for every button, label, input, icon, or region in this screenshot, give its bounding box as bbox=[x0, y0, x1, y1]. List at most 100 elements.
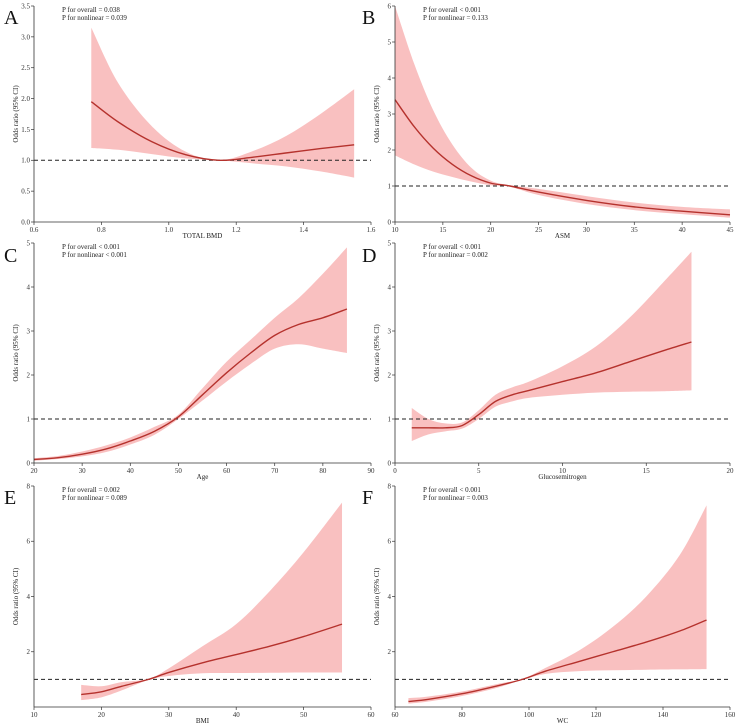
y-tick-label: 8 bbox=[27, 482, 31, 490]
x-tick-label: 1.2 bbox=[232, 226, 241, 234]
panel-letter: A bbox=[4, 7, 19, 29]
panel-letter: D bbox=[362, 245, 376, 267]
y-tick-label: 2 bbox=[388, 146, 392, 154]
y-tick-label: 3.5 bbox=[21, 2, 30, 10]
p-value-annotation: P for nonlinear = 0.003 bbox=[423, 494, 488, 502]
x-tick-label: 40 bbox=[127, 467, 135, 475]
or-curve bbox=[90, 101, 355, 162]
y-tick-label: 6 bbox=[388, 538, 392, 546]
p-value-annotation: P for overall < 0.001 bbox=[423, 6, 481, 14]
p-value-annotation: P for overall < 0.001 bbox=[423, 486, 481, 494]
y-tick-label: 0.0 bbox=[21, 218, 30, 226]
y-tick-label: 1.0 bbox=[21, 157, 30, 165]
p-value-annotation: P for nonlinear = 0.133 bbox=[423, 14, 488, 22]
or-curve bbox=[394, 99, 731, 216]
x-axis-title: BMI bbox=[196, 717, 210, 723]
x-tick-label: 15 bbox=[439, 226, 447, 234]
panel-letter: C bbox=[4, 245, 17, 267]
y-tick-label: 5 bbox=[27, 239, 31, 247]
y-axis-title: Odds ratio (95% CI) bbox=[12, 567, 20, 625]
panel-letter: E bbox=[4, 487, 16, 509]
x-tick-label: 0.6 bbox=[30, 226, 39, 234]
x-axis-title: Age bbox=[197, 473, 209, 481]
x-tick-label: 90 bbox=[368, 467, 376, 475]
y-tick-label: 2.5 bbox=[21, 64, 30, 72]
y-tick-label: 2.0 bbox=[21, 95, 30, 103]
y-tick-label: 4 bbox=[388, 74, 392, 82]
y-tick-label: 2 bbox=[27, 371, 31, 379]
or-curve bbox=[411, 341, 692, 429]
x-tick-label: 30 bbox=[165, 711, 173, 719]
y-tick-label: 2 bbox=[388, 648, 392, 656]
x-tick-label: 1.0 bbox=[164, 226, 173, 234]
panel-f: F 60 80 100 120 140 160 2 4 6 8 WC Odds ratio (95% C… bbox=[362, 482, 736, 723]
y-tick-label: 1 bbox=[388, 182, 392, 190]
y-tick-label: 6 bbox=[27, 538, 31, 546]
y-tick-label: 4 bbox=[388, 283, 392, 291]
x-tick-label: 1.4 bbox=[299, 226, 308, 234]
x-tick-label: 40 bbox=[233, 711, 241, 719]
y-axis-title: Odds ratio (95% CI) bbox=[12, 85, 20, 143]
x-tick-label: 120 bbox=[591, 711, 602, 719]
x-tick-label: 20 bbox=[31, 467, 39, 475]
y-tick-label: 1 bbox=[27, 415, 31, 423]
y-tick-label: 0 bbox=[27, 459, 31, 467]
y-tick-label: 3.0 bbox=[21, 33, 30, 41]
y-axis-title: Odds ratio (95% CI) bbox=[373, 85, 381, 143]
x-tick-label: 0 bbox=[393, 467, 397, 475]
p-value-annotation: P for overall < 0.001 bbox=[423, 243, 481, 251]
x-tick-label: 160 bbox=[725, 711, 736, 719]
x-tick-label: 20 bbox=[727, 467, 735, 475]
x-tick-label: 80 bbox=[319, 467, 327, 475]
y-tick-label: 5 bbox=[388, 38, 392, 46]
confidence-band bbox=[81, 502, 343, 701]
y-tick-label: 6 bbox=[388, 2, 392, 10]
confidence-band bbox=[91, 27, 355, 178]
confidence-band bbox=[411, 251, 692, 441]
x-tick-label: 70 bbox=[271, 467, 279, 475]
x-tick-label: 80 bbox=[459, 711, 467, 719]
y-tick-label: 1.5 bbox=[21, 126, 30, 134]
y-axis-title: Odds ratio (95% CI) bbox=[373, 567, 381, 625]
x-tick-label: 60 bbox=[368, 711, 376, 719]
x-tick-label: 35 bbox=[631, 226, 639, 234]
panel-d: D 0 5 10 15 20 0 1 2 3 4 5 Glucosemitrogen Odds ratio… bbox=[362, 239, 734, 481]
confidence-band bbox=[34, 247, 347, 461]
y-tick-label: 2 bbox=[388, 371, 392, 379]
p-value-annotation: P for nonlinear < 0.001 bbox=[62, 251, 127, 259]
y-tick-label: 3 bbox=[388, 327, 392, 335]
x-tick-label: 60 bbox=[392, 711, 400, 719]
panel-letter: B bbox=[362, 7, 375, 29]
x-tick-label: 50 bbox=[300, 711, 308, 719]
x-tick-label: 50 bbox=[175, 467, 183, 475]
y-tick-label: 4 bbox=[27, 283, 31, 291]
x-tick-label: 20 bbox=[98, 711, 106, 719]
x-tick-label: 40 bbox=[679, 226, 687, 234]
x-tick-label: 15 bbox=[643, 467, 651, 475]
or-curve bbox=[81, 623, 343, 696]
x-tick-label: 25 bbox=[535, 226, 543, 234]
p-value-annotation: P for nonlinear = 0.089 bbox=[62, 494, 127, 502]
y-tick-label: 0 bbox=[388, 459, 392, 467]
y-tick-label: 3 bbox=[388, 110, 392, 118]
y-tick-label: 4 bbox=[27, 593, 31, 601]
panel-a: A 0.6 0.8 1.0 1.2 1.4 1.6 0.0 0.5 1.0 1.5 2.0 2.5 3.0… bbox=[4, 2, 376, 240]
panel-e: E 10 20 30 40 50 60 2 4 6 8 BMI Odds ratio (95% CI) P… bbox=[4, 482, 375, 723]
x-axis-title: Glucosemitrogen bbox=[538, 473, 587, 481]
x-axis-title: TOTAL BMD bbox=[183, 232, 223, 240]
y-tick-label: 2 bbox=[27, 648, 31, 656]
y-tick-label: 1 bbox=[388, 415, 392, 423]
x-tick-label: 45 bbox=[727, 226, 735, 234]
p-value-annotation: P for overall < 0.001 bbox=[62, 243, 120, 251]
x-tick-label: 60 bbox=[223, 467, 231, 475]
x-tick-label: 100 bbox=[524, 711, 535, 719]
x-tick-label: 30 bbox=[583, 226, 591, 234]
panel-letter: F bbox=[362, 487, 373, 509]
y-axis-title: Odds ratio (95% CI) bbox=[12, 324, 20, 382]
x-tick-label: 30 bbox=[79, 467, 87, 475]
y-axis-title: Odds ratio (95% CI) bbox=[373, 324, 381, 382]
y-tick-label: 0 bbox=[388, 218, 392, 226]
x-tick-label: 0.8 bbox=[97, 226, 106, 234]
